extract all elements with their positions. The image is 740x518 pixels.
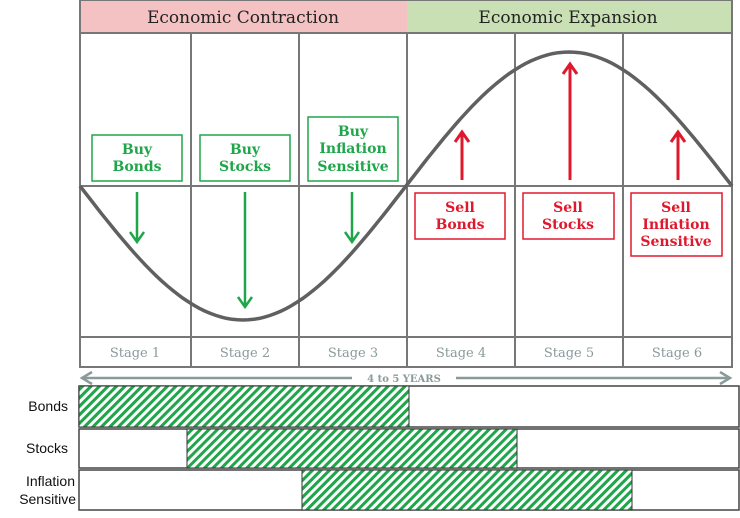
stage-label: Stage 2 (220, 346, 270, 361)
buy-bonds-box (91, 134, 183, 182)
economic-cycle-curve (78, 50, 734, 322)
sell-inflation-box (630, 192, 723, 257)
buy-label: Bonds (112, 159, 161, 175)
sell-label: Sell (445, 200, 475, 216)
contraction-header-bg (80, 0, 407, 33)
up-arrow-icon (561, 61, 579, 180)
up-arrow-icon (669, 129, 687, 180)
stocks-holding-fill (186, 428, 518, 469)
expansion-label: Economic Expansion (478, 8, 657, 28)
bonds-label: Bonds (28, 398, 68, 414)
down-arrow-icon (343, 192, 361, 245)
buy-label: Sensitive (317, 159, 388, 175)
buy-label: Buy (230, 142, 261, 158)
inflation-label: Inflation (26, 473, 75, 489)
sell-stocks-box (522, 192, 615, 240)
buy-label: Inflation (319, 141, 386, 157)
sell-label: Bonds (435, 217, 484, 233)
buy-inflation-box (307, 116, 399, 182)
buy-label: Stocks (219, 159, 271, 175)
stage-label: Stage 4 (436, 346, 486, 361)
stage-label: Stage 6 (652, 346, 702, 361)
down-arrow-icon (236, 192, 254, 310)
expansion-header-bg (407, 0, 732, 33)
stocks-label: Stocks (26, 440, 68, 456)
sell-label: Stocks (542, 217, 594, 233)
buy-label: Buy (122, 142, 153, 158)
bonds-holding-fill (78, 385, 410, 428)
stage-label: Stage 3 (328, 346, 378, 361)
buy-stocks-box (199, 134, 291, 182)
down-arrow-icon (128, 192, 146, 245)
duration-label: 4 to 5 YEARS (367, 374, 441, 385)
sell-bonds-box (414, 192, 506, 240)
buy-label: Buy (338, 124, 369, 140)
stage-label: Stage 1 (110, 346, 160, 361)
inflation-label: Sensitive (19, 491, 76, 507)
stage-label: Stage 5 (544, 346, 594, 361)
inflation-holding-fill (301, 469, 633, 511)
sell-label: Inflation (642, 217, 709, 233)
sell-label: Sell (553, 200, 583, 216)
duration-arrow (79, 370, 733, 386)
contraction-label: Economic Contraction (147, 8, 339, 28)
up-arrow-icon (453, 129, 471, 180)
sell-label: Sensitive (640, 234, 711, 250)
sell-label: Sell (661, 200, 691, 216)
